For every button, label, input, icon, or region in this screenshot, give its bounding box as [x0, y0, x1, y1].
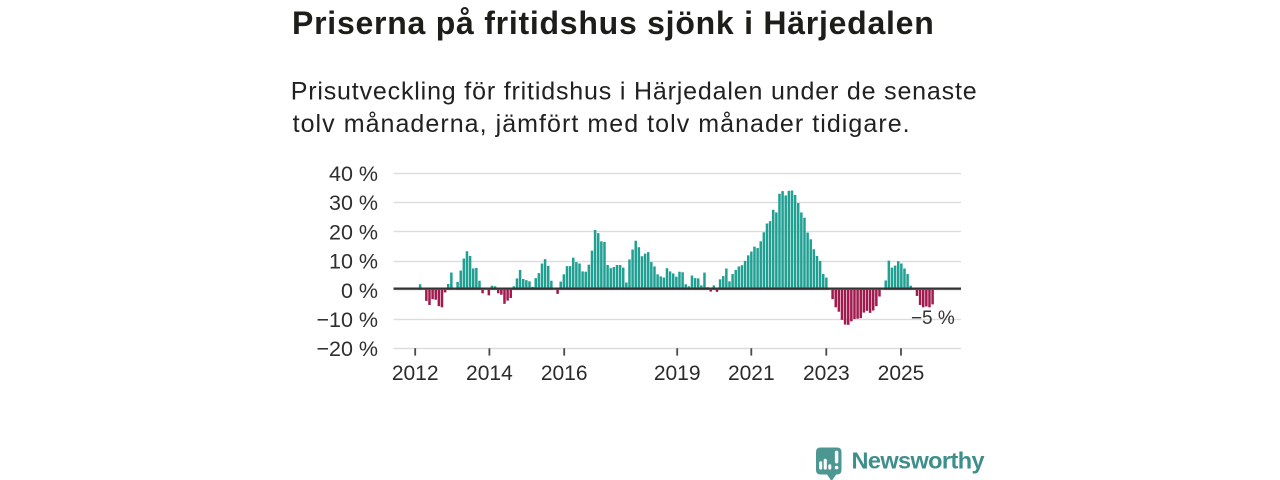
- svg-text:tolv månaderna, jämfört med to: tolv månaderna, jämfört med tolv månader…: [293, 110, 911, 138]
- svg-text:2014: 2014: [466, 362, 513, 385]
- svg-text:Prisutveckling för fritidshus: Prisutveckling för fritidshus i Härjedal…: [291, 77, 978, 105]
- svg-text:2012: 2012: [392, 362, 439, 385]
- svg-text:−10 %: −10 %: [316, 308, 378, 332]
- svg-text:Priserna på fritidshus sjönk i: Priserna på fritidshus sjönk i Härjedale…: [292, 5, 935, 41]
- svg-text:Newsworthy: Newsworthy: [852, 448, 985, 474]
- svg-text:2016: 2016: [541, 362, 588, 385]
- svg-text:−5 %: −5 %: [911, 308, 955, 329]
- svg-text:−20 %: −20 %: [316, 337, 378, 361]
- svg-text:20 %: 20 %: [329, 220, 378, 244]
- svg-text:40 %: 40 %: [329, 162, 378, 186]
- svg-text:2023: 2023: [803, 362, 850, 385]
- svg-text:2021: 2021: [728, 362, 775, 385]
- svg-text:2025: 2025: [878, 362, 925, 385]
- svg-text:2019: 2019: [654, 362, 701, 385]
- svg-text:30 %: 30 %: [329, 191, 378, 215]
- svg-text:0 %: 0 %: [341, 279, 378, 303]
- svg-text:10 %: 10 %: [329, 250, 378, 274]
